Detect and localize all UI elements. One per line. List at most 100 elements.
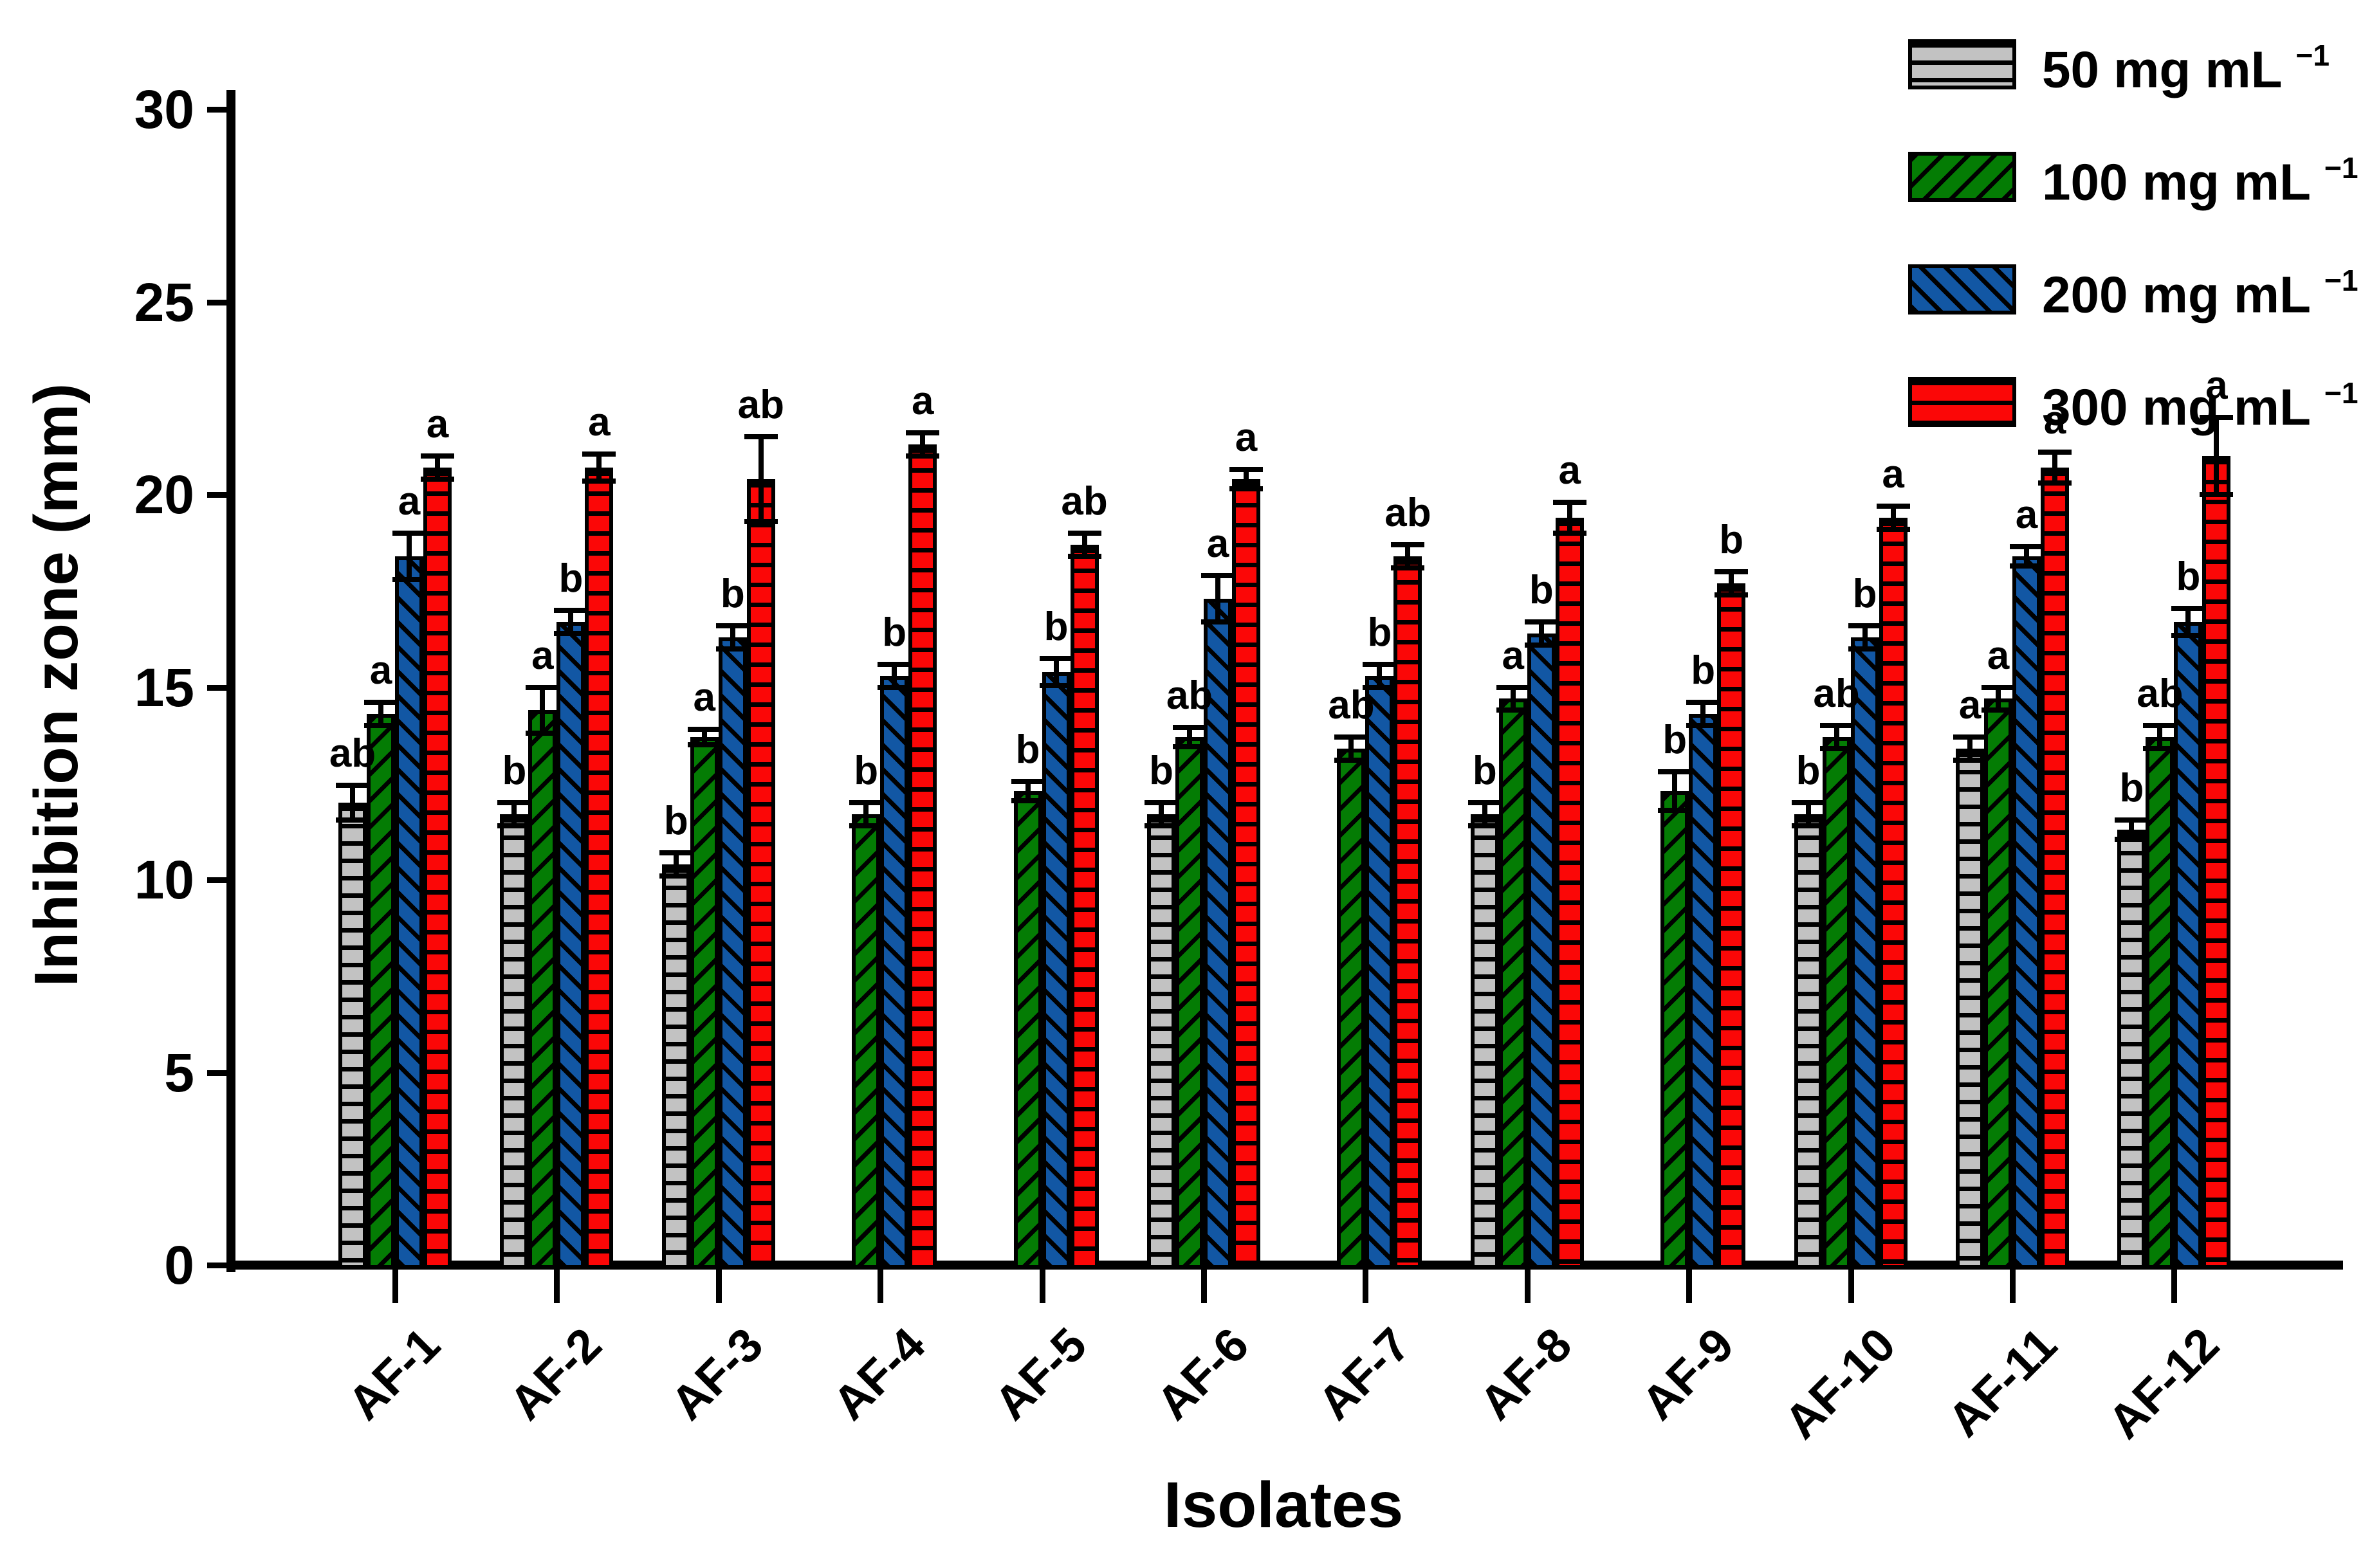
significance-letter: b [1044, 604, 1069, 649]
error-bar [2185, 608, 2191, 635]
error-bar-cap-top [1201, 572, 1235, 578]
bar-AF-2-100 [528, 710, 557, 1269]
error-bar-cap-bottom [1715, 592, 1749, 597]
y-axis-tick-label: 15 [134, 657, 194, 718]
significance-letter: a [1882, 451, 1904, 497]
error-bar-cap-top [878, 661, 912, 667]
legend-label: 100 mg mL −1 [2042, 151, 2358, 211]
error-bar-cap-bottom [1039, 682, 1073, 688]
error-bar-cap-top [849, 800, 883, 806]
error-bar [1700, 702, 1706, 726]
error-bar-cap-bottom [744, 518, 778, 524]
error-bar-cap-top [1791, 800, 1825, 806]
significance-letter: b [854, 749, 879, 794]
error-bar-cap-bottom [1173, 744, 1206, 750]
error-bar-cap-bottom [1848, 646, 1882, 652]
error-bar [1081, 533, 1087, 556]
error-bar [1805, 803, 1811, 826]
significance-letter: b [1796, 749, 1821, 794]
error-bar [701, 729, 707, 745]
bar-AF-1-300 [423, 468, 452, 1269]
error-bar-cap-top [2171, 605, 2205, 611]
error-bar-cap-top [1496, 684, 1530, 690]
significance-letter: ab [2137, 671, 2184, 716]
x-axis-tick [878, 1270, 884, 1303]
error-bar-cap-bottom [849, 823, 883, 829]
bar-AF-8-50 [1470, 814, 1499, 1269]
significance-letter: a [911, 379, 934, 424]
error-bar-cap-top [554, 607, 588, 613]
x-axis-tick [1686, 1270, 1693, 1303]
error-bar [1025, 781, 1031, 801]
x-axis-tick [1039, 1270, 1045, 1303]
error-bar [1672, 772, 1678, 811]
significance-letter: a [1235, 415, 1258, 460]
significance-letter: b [1852, 571, 1877, 616]
error-bar [435, 456, 440, 480]
error-bar-cap-bottom [582, 479, 616, 484]
error-bar-cap-top [1363, 661, 1397, 667]
error-bar-cap-top [1953, 734, 1987, 740]
error-bar-cap-bottom [1658, 808, 1692, 814]
error-bar-cap-bottom [1981, 707, 2015, 713]
bar-AF-4-300 [908, 444, 937, 1269]
significance-letter: a [426, 402, 449, 447]
error-bar [378, 702, 383, 726]
error-bar [596, 454, 602, 482]
error-bar [758, 437, 764, 522]
significance-letter: b [663, 799, 688, 844]
significance-letter: a [531, 633, 554, 678]
significance-letter: b [1472, 749, 1497, 794]
error-bar-cap-top [336, 783, 369, 789]
x-axis-category-label: AF-10 [1774, 1317, 1906, 1449]
significance-letter: b [720, 571, 745, 616]
error-bar-cap-bottom [1819, 746, 1853, 752]
legend-swatch-200 [1908, 264, 2016, 315]
error-bar-cap-bottom [878, 684, 912, 690]
significance-letter: a [693, 675, 716, 720]
significance-letter: a [2205, 363, 2228, 408]
significance-letter: a [1558, 448, 1581, 493]
legend-swatch-100 [1908, 152, 2016, 202]
error-bar [1348, 737, 1354, 761]
legend-label: 200 mg mL −1 [2042, 264, 2358, 324]
error-bar [920, 433, 926, 457]
error-bar-cap-bottom [526, 731, 560, 736]
error-bar-cap-top [1229, 467, 1263, 473]
x-axis-tick [1848, 1270, 1854, 1303]
error-bar-cap-bottom [2010, 563, 2043, 569]
error-bar-cap-bottom [1334, 758, 1368, 763]
bar-AF-1-50 [338, 803, 367, 1269]
x-axis-tick [1524, 1270, 1531, 1303]
error-bar [2157, 725, 2163, 749]
bar-AF-8-200 [1527, 633, 1556, 1269]
bar-AF-3-100 [690, 737, 719, 1269]
error-bar-cap-bottom [1552, 530, 1586, 536]
x-axis-category-label: AF-1 [337, 1317, 450, 1430]
legend-item: 50 mg mL −1 [1908, 39, 2358, 95]
error-bar [2052, 452, 2057, 484]
x-axis-category-label: AF-11 [1937, 1317, 2068, 1447]
error-bar [2129, 820, 2135, 840]
bar-AF-6-300 [1232, 479, 1260, 1269]
error-bar-cap-bottom [336, 817, 369, 823]
bar-AF-5-300 [1070, 544, 1099, 1269]
error-bar-cap-top [1011, 779, 1045, 785]
error-bar-cap-bottom [1953, 758, 1987, 763]
error-bar-cap-top [1658, 769, 1692, 775]
bar-AF-4-200 [880, 675, 909, 1269]
y-axis-tick [207, 299, 226, 305]
bar-AF-7-300 [1393, 556, 1422, 1269]
y-axis-tick-label: 0 [164, 1235, 194, 1295]
error-bar-cap-top [1145, 800, 1178, 806]
error-bar-cap-top [1067, 530, 1101, 536]
legend-item: 100 mg mL −1 [1908, 151, 2358, 208]
legend-swatch-300 [1908, 377, 2016, 427]
bar-AF-2-300 [585, 468, 614, 1269]
bar-AF-8-300 [1555, 517, 1584, 1269]
significance-letter: b [1662, 718, 1687, 763]
x-axis-category-label: AF-12 [2097, 1317, 2229, 1449]
error-bar-cap-top [1173, 725, 1206, 731]
error-bar-cap-bottom [554, 630, 588, 636]
y-axis-tick [207, 1070, 226, 1076]
